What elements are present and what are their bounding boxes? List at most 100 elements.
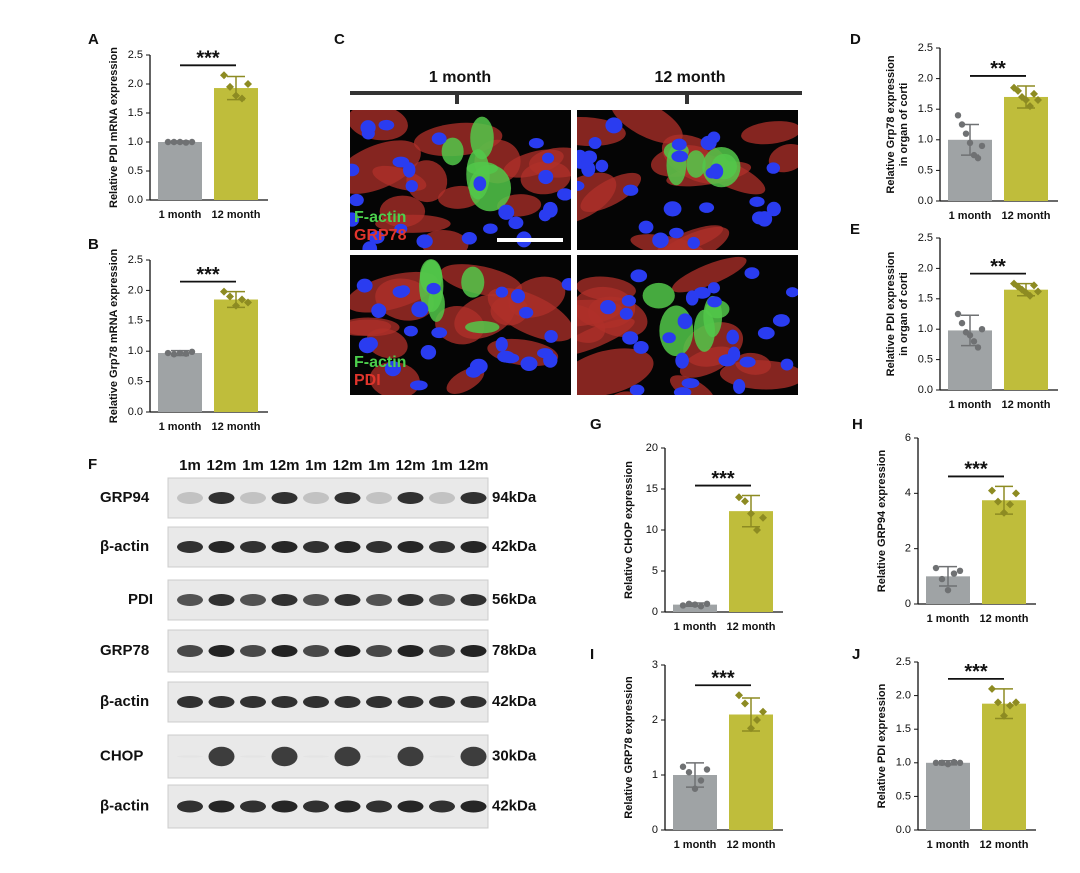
band [208,696,235,708]
data-point [938,575,946,583]
band [366,800,392,813]
data-point [994,497,1002,506]
micrograph [577,255,798,395]
data-point [1000,711,1008,720]
size-label: 42kDa [492,538,537,555]
lane-label: 12m [395,457,425,474]
y-tick-label: 0.5 [918,354,933,366]
band [366,755,392,757]
band [208,645,235,657]
band [208,800,235,813]
data-point [988,684,996,693]
nucleus-blue [405,179,418,193]
bar [982,500,1026,604]
panel-letter: H [852,416,863,433]
band [271,492,298,504]
nucleus-blue [511,288,526,304]
nucleus-blue [600,299,616,315]
nucleus-blue [622,184,639,196]
cell-red [366,328,408,359]
data-point [1006,500,1014,509]
x-tick-label: 12 month [1002,210,1051,222]
data-point [697,603,705,610]
y-tick-label: 1.5 [918,103,933,115]
nucleus-blue [394,223,408,234]
data-point [978,326,986,333]
protein-label: β-actin [100,538,149,555]
nucleus-blue [673,387,692,395]
band [429,696,455,708]
nucleus-blue [786,287,798,298]
stain-label: F-actin [354,354,406,371]
band [208,541,235,553]
band [208,594,235,606]
nucleus-blue [461,231,477,245]
bar [214,88,258,200]
y-tick-label: 0.5 [128,165,143,177]
micrograph [350,110,571,250]
band [366,492,392,504]
nucleus-blue [528,138,544,149]
y-tick-label: 5 [652,565,658,577]
band [240,541,266,553]
band [271,746,298,767]
data-point [170,351,178,358]
x-tick-label: 1 month [949,399,992,411]
bar [214,299,258,412]
actin-green [470,116,494,160]
data-point [950,570,958,577]
nucleus-blue [699,202,715,213]
data-point [966,332,974,339]
x-tick-label: 1 month [927,613,970,625]
band [271,541,298,553]
actin-green [428,287,445,322]
cell-red [350,317,400,337]
protein-label: GRP94 [100,489,150,506]
band [460,645,487,657]
data-point [685,769,693,776]
data-point [970,338,978,345]
nucleus-blue [498,204,515,220]
cell-red [421,230,469,250]
band [334,492,361,504]
nucleus-blue [520,356,538,372]
data-point [954,310,962,318]
lane-label: 1m [431,457,453,474]
nucleus-blue [561,278,571,291]
data-point [220,71,228,80]
protein-label: GRP78 [100,642,149,659]
data-point [679,763,687,770]
y-tick-label: 6 [905,432,911,444]
nucleus-blue [368,230,385,244]
lane-label: 1m [242,457,264,474]
nucleus-blue [483,223,498,234]
y-tick-label: 1.0 [128,345,143,357]
y-tick-label: 20 [646,442,658,454]
y-axis-label: in organ of corti [898,83,910,167]
x-tick-label: 1 month [927,839,970,851]
data-point [974,344,982,351]
data-point [691,601,699,608]
panel-letter: C [334,31,345,48]
nucleus-blue [416,234,433,249]
data-point [182,350,190,357]
nucleus-blue [411,301,429,318]
data-point [1006,701,1014,710]
bar [1004,96,1048,201]
nucleus-blue [543,352,558,368]
data-point [164,138,172,146]
nucleus-blue [669,227,684,239]
bar [729,511,773,612]
bar [729,714,773,830]
y-tick-label: 1.5 [128,107,143,119]
nucleus-blue [652,232,669,249]
band [177,645,203,657]
nucleus-blue [402,162,416,178]
nucleus-blue [350,163,360,177]
y-tick-label: 4 [905,487,911,499]
significance-label: ** [990,58,1006,80]
nucleus-blue [410,380,428,391]
data-point [932,759,940,766]
bar [158,353,202,412]
